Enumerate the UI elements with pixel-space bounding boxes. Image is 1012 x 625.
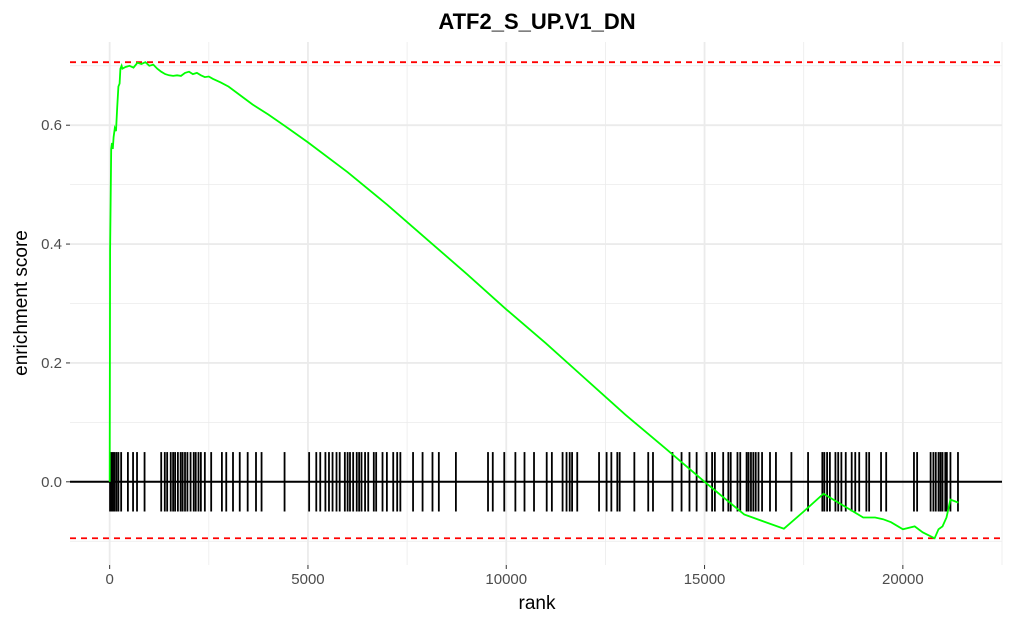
y-tick-label: 0.0 (41, 474, 62, 491)
x-tick-label: 15000 (684, 571, 726, 588)
y-tick-label: 0.6 (41, 117, 62, 134)
y-axis-title: enrichment score (11, 230, 32, 376)
x-axis-ticks: 0 5000 10000 15000 20000 (105, 565, 924, 588)
y-tick-label: 0.4 (41, 236, 62, 253)
threshold-lines (70, 61, 1002, 540)
x-axis-title: rank (519, 593, 556, 614)
y-tick-label: 0.2 (41, 355, 62, 372)
grid-lines (70, 42, 1003, 565)
x-tick-label: 20000 (882, 571, 924, 588)
x-tick-label: 0 (105, 571, 113, 588)
y-axis-ticks: 0.0 0.2 0.4 0.6 (41, 117, 70, 491)
chart-title: ATF2_S_UP.V1_DN (438, 9, 635, 34)
enrichment-score-curve (108, 61, 959, 540)
x-tick-label: 10000 (485, 571, 527, 588)
x-tick-label: 5000 (291, 571, 324, 588)
